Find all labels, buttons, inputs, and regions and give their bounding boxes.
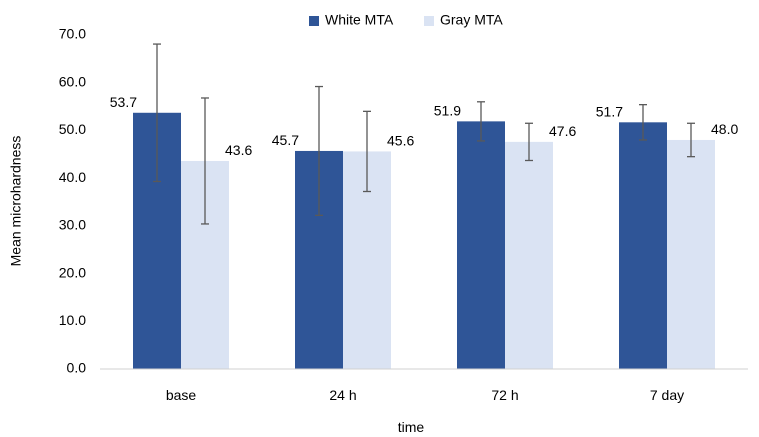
x-tick-label: base [166,387,197,403]
x-tick-label: 72 h [491,387,518,403]
y-tick-label: 50.0 [59,121,86,137]
legend-swatch [309,16,319,26]
y-axis-ticks: 0.0 10.0 20.0 30.0 40.0 50.0 60.0 70.0 [59,26,86,376]
legend-label: White MTA [325,12,394,28]
value-label: 45.6 [387,132,414,148]
bar [457,121,505,369]
y-axis-title: Mean microhardness [8,136,24,267]
value-label: 43.6 [225,142,252,158]
x-tick-label: 7 day [650,387,684,403]
y-tick-label: 10.0 [59,312,86,328]
x-axis-title: time [398,419,425,435]
bar [667,139,715,369]
value-label: 51.7 [596,103,623,119]
value-label: 48.0 [711,121,738,137]
y-tick-label: 70.0 [59,26,86,42]
bar [505,141,553,369]
x-axis-ticks: base 24 h 72 h 7 day [166,387,684,403]
y-tick-label: 40.0 [59,169,86,185]
value-label: 53.7 [110,94,137,110]
y-tick-label: 60.0 [59,73,86,89]
value-label: 45.7 [272,132,299,148]
value-labels: 53.7 45.7 51.9 51.7 43.6 45.6 47.6 48.0 [110,94,739,158]
error-bars [153,43,695,225]
bars [133,112,715,370]
y-tick-label: 0.0 [67,360,87,376]
bar [619,122,667,370]
x-tick-label: 24 h [329,387,356,403]
legend-label: Gray MTA [440,12,503,28]
y-tick-label: 20.0 [59,264,86,280]
value-label: 47.6 [549,123,576,139]
legend-swatch [424,16,434,26]
legend: White MTA Gray MTA [309,12,503,28]
value-label: 51.9 [434,102,461,118]
y-tick-label: 30.0 [59,217,86,233]
